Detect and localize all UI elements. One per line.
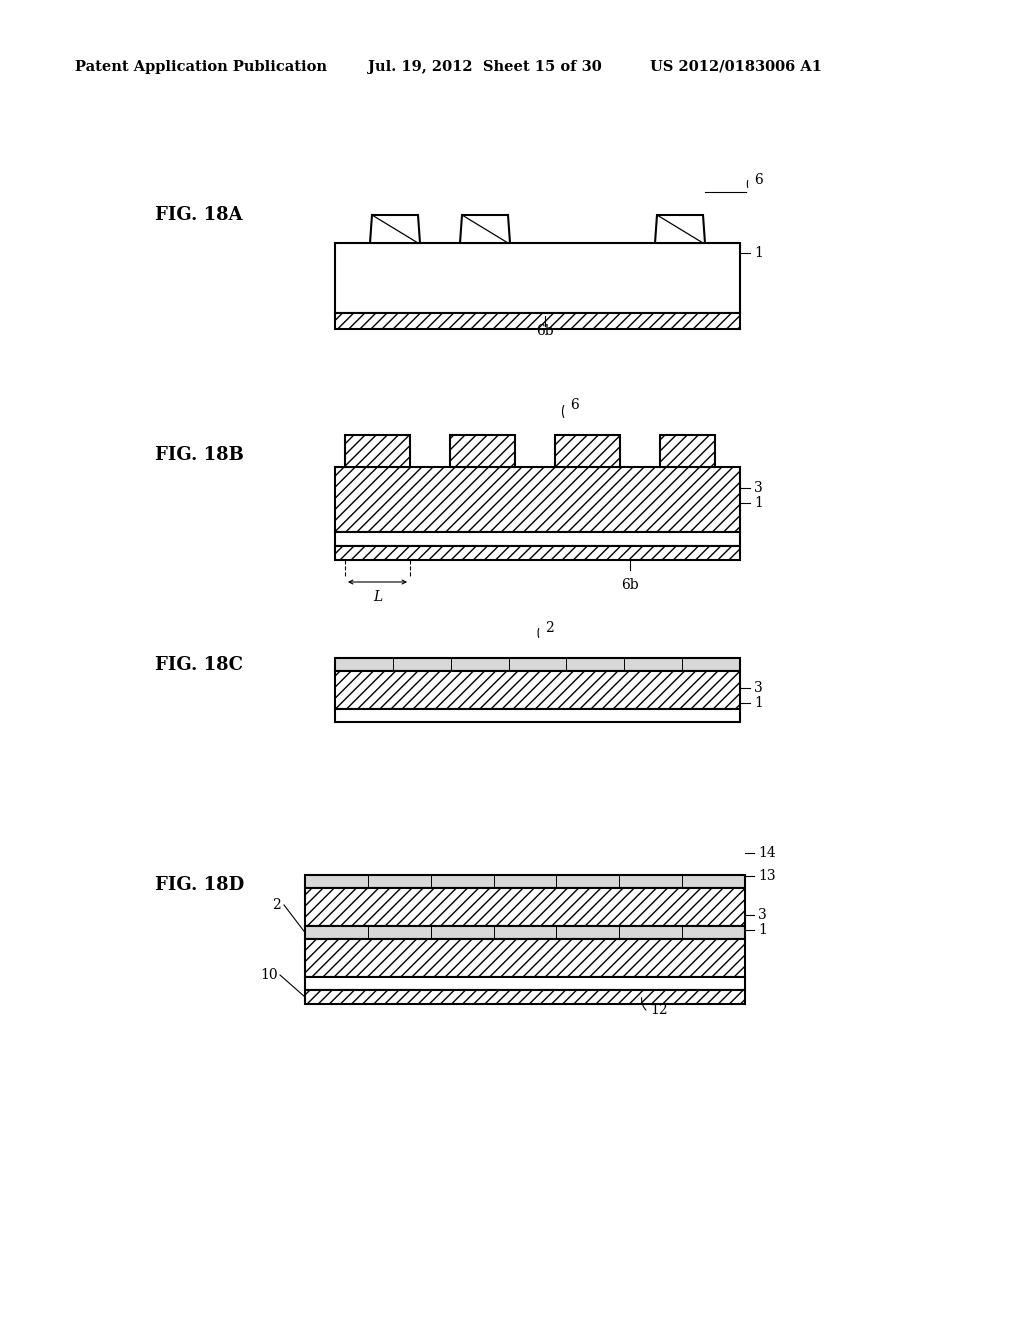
Text: 3: 3 [758, 908, 767, 921]
Bar [335, 532, 740, 546]
Text: 13: 13 [758, 869, 775, 883]
Bar [450, 436, 515, 467]
Text: 3: 3 [754, 681, 763, 696]
Text: 12: 12 [650, 1003, 668, 1016]
Text: 6b: 6b [622, 578, 639, 591]
Text: 2: 2 [272, 898, 281, 912]
Text: 1: 1 [754, 696, 763, 710]
Bar [335, 671, 740, 709]
Bar [305, 990, 745, 1005]
Text: Jul. 19, 2012  Sheet 15 of 30: Jul. 19, 2012 Sheet 15 of 30 [368, 59, 602, 74]
Text: 1: 1 [754, 246, 763, 260]
Bar [305, 939, 745, 977]
Bar [305, 888, 745, 927]
Text: L: L [373, 590, 382, 605]
Bar [335, 657, 740, 671]
Polygon shape [370, 215, 420, 243]
Text: 1: 1 [758, 923, 767, 937]
Text: 10: 10 [260, 968, 278, 982]
Text: FIG. 18B: FIG. 18B [155, 446, 244, 465]
Text: FIG. 18D: FIG. 18D [155, 876, 245, 894]
Text: 6: 6 [754, 173, 763, 187]
Polygon shape [460, 215, 510, 243]
Bar [305, 927, 745, 939]
Text: FIG. 18C: FIG. 18C [155, 656, 243, 675]
Bar [660, 436, 715, 467]
Text: 14: 14 [758, 846, 776, 861]
Bar [345, 436, 410, 467]
Bar [335, 546, 740, 560]
Text: 2: 2 [545, 620, 554, 635]
Text: US 2012/0183006 A1: US 2012/0183006 A1 [650, 59, 822, 74]
Bar [305, 977, 745, 990]
Bar [335, 313, 740, 329]
Text: 6b: 6b [537, 323, 554, 338]
Text: Patent Application Publication: Patent Application Publication [75, 59, 327, 74]
Text: 6: 6 [570, 399, 579, 412]
Bar [335, 709, 740, 722]
Text: 1: 1 [754, 496, 763, 510]
Bar [555, 436, 620, 467]
Bar [305, 875, 745, 888]
Bar [335, 243, 740, 313]
Text: FIG. 18A: FIG. 18A [155, 206, 243, 224]
Polygon shape [655, 215, 705, 243]
Bar [335, 467, 740, 532]
Text: 3: 3 [754, 480, 763, 495]
